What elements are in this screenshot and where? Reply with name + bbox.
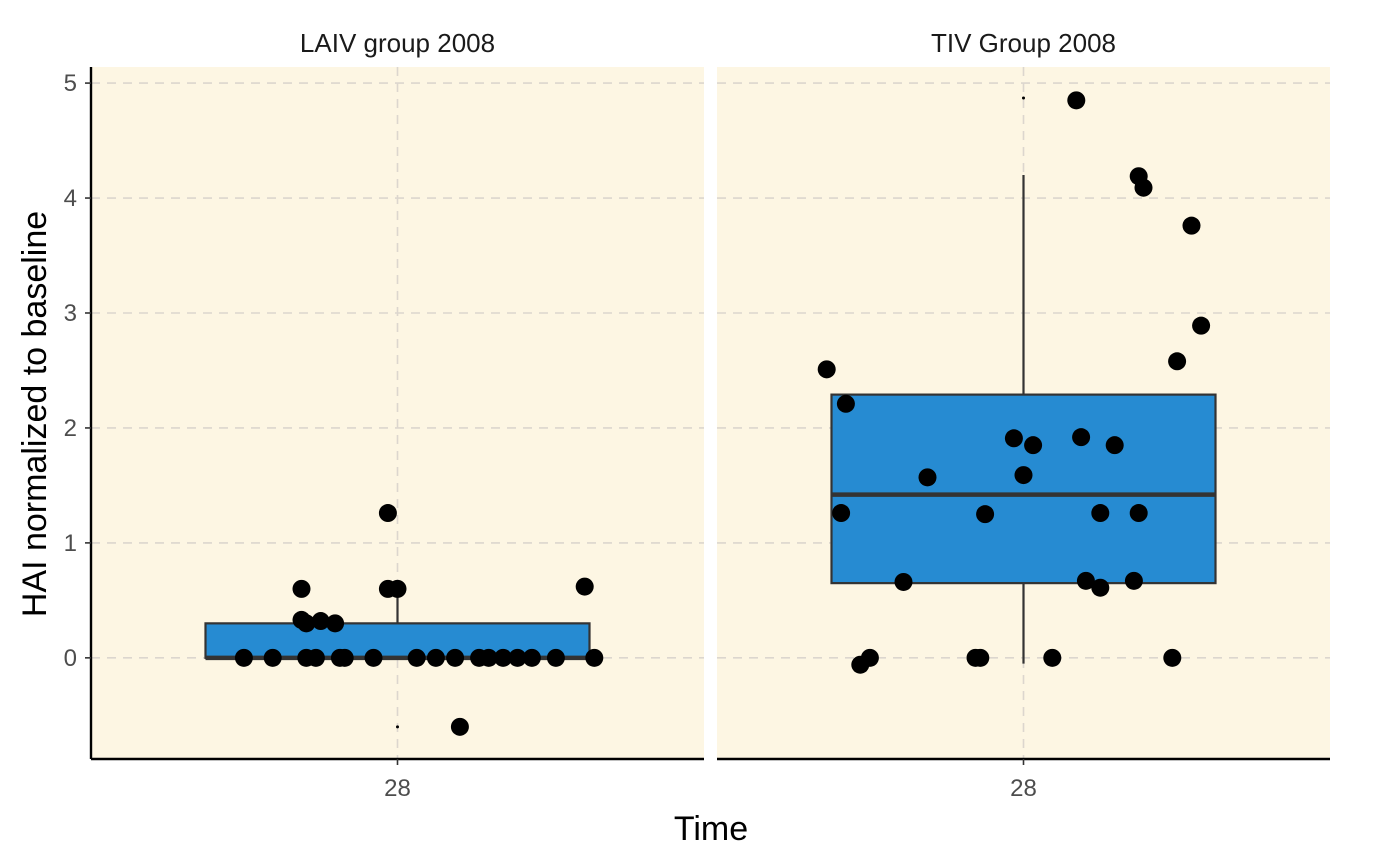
data-point xyxy=(264,649,282,667)
data-point xyxy=(307,649,325,667)
data-point xyxy=(1043,649,1061,667)
data-point xyxy=(971,649,989,667)
data-point xyxy=(446,649,464,667)
data-point xyxy=(1125,572,1143,590)
data-point xyxy=(895,573,913,591)
outlier-point xyxy=(396,725,399,728)
x-tick-label: 28 xyxy=(1010,775,1037,802)
y-tick-label: 3 xyxy=(64,300,77,327)
data-point xyxy=(1135,179,1153,197)
data-point xyxy=(861,649,879,667)
panels-layer: LAIV group 2008 TIV Group 2008 xyxy=(91,28,1330,759)
data-point xyxy=(293,580,311,598)
data-point xyxy=(336,649,354,667)
data-point xyxy=(365,649,383,667)
data-point xyxy=(1183,217,1201,235)
outlier-point xyxy=(1022,97,1025,100)
panel-1: LAIV group 2008 xyxy=(91,28,704,759)
data-point xyxy=(451,718,469,736)
data-point xyxy=(576,578,594,596)
data-point xyxy=(427,649,445,667)
data-point xyxy=(832,504,850,522)
data-point xyxy=(1067,91,1085,109)
data-point xyxy=(1168,352,1186,370)
data-point xyxy=(235,649,253,667)
data-point xyxy=(1163,649,1181,667)
data-point xyxy=(1024,436,1042,454)
data-point xyxy=(1005,429,1023,447)
data-point xyxy=(818,360,836,378)
data-point xyxy=(585,649,603,667)
data-point xyxy=(1091,504,1109,522)
data-point xyxy=(389,580,407,598)
data-point xyxy=(976,505,994,523)
y-axis-title: HAI normalized to baseline xyxy=(16,211,54,617)
data-point xyxy=(1091,579,1109,597)
y-tick-label: 2 xyxy=(64,415,77,442)
data-point xyxy=(379,504,397,522)
data-point xyxy=(523,649,541,667)
x-axis-title: Time xyxy=(674,810,748,848)
panel-title: LAIV group 2008 xyxy=(300,28,495,58)
data-point xyxy=(837,395,855,413)
y-tick-label: 4 xyxy=(64,185,77,212)
data-point xyxy=(1106,436,1124,454)
panel-title: TIV Group 2008 xyxy=(931,28,1116,58)
data-point xyxy=(1072,428,1090,446)
data-point xyxy=(547,649,565,667)
data-point xyxy=(326,614,344,632)
y-tick-label: 0 xyxy=(64,645,77,672)
data-point xyxy=(1015,466,1033,484)
data-point xyxy=(919,468,937,486)
y-tick-label: 1 xyxy=(64,530,77,557)
panel-2: TIV Group 2008 xyxy=(717,28,1330,759)
box-iqr xyxy=(832,395,1216,584)
x-tick-label: 28 xyxy=(384,775,411,802)
data-point xyxy=(408,649,426,667)
data-point xyxy=(1130,504,1148,522)
y-tick-label: 5 xyxy=(64,70,77,97)
data-point xyxy=(1192,317,1210,335)
